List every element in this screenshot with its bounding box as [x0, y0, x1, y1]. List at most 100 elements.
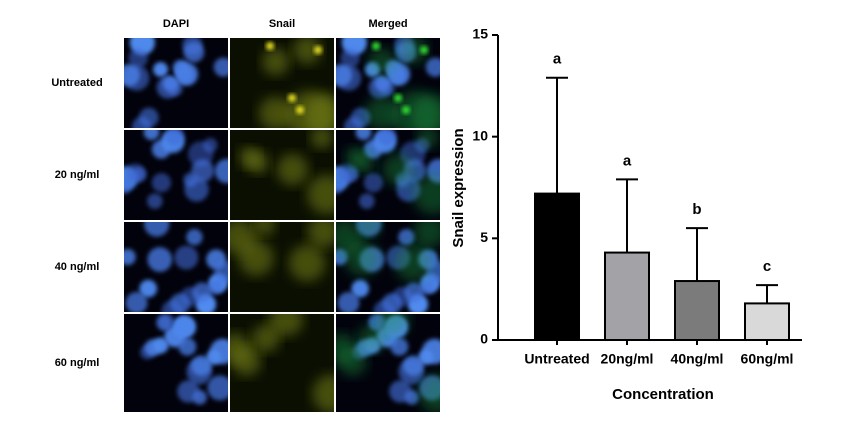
bright-spot	[420, 46, 428, 54]
nucleus	[186, 228, 203, 246]
nucleus	[351, 279, 370, 298]
image-content	[336, 130, 440, 215]
nucleus	[125, 163, 145, 183]
signal	[238, 240, 274, 276]
bright-spot	[288, 94, 296, 102]
nucleus	[124, 248, 136, 266]
nucleus	[139, 279, 158, 298]
nucleus	[147, 247, 173, 272]
bright-spot	[394, 94, 402, 102]
signal	[269, 314, 304, 337]
signal	[394, 244, 432, 282]
bright-spot	[372, 42, 380, 50]
signal	[413, 222, 440, 248]
nucleus	[389, 380, 412, 403]
micrograph	[124, 314, 228, 412]
nucleus	[358, 193, 375, 209]
bright-spot	[402, 106, 410, 114]
nucleus	[191, 159, 215, 183]
nucleus	[363, 173, 384, 193]
signal	[375, 314, 410, 337]
nucleus	[191, 355, 212, 376]
nucleus	[355, 130, 372, 141]
nucleus	[425, 57, 440, 77]
nucleus	[418, 349, 434, 365]
signal	[382, 153, 415, 186]
bar	[604, 251, 650, 341]
signal	[305, 94, 334, 128]
micrograph	[124, 130, 228, 220]
signal	[288, 244, 326, 282]
signal	[252, 324, 280, 352]
row-label: 40 ng/ml	[55, 261, 100, 273]
image-content	[230, 314, 334, 412]
nucleus	[336, 178, 344, 194]
image-content	[258, 38, 334, 128]
nucleus	[146, 193, 163, 209]
nucleus	[124, 64, 141, 87]
signal	[231, 346, 261, 376]
micrograph	[230, 314, 334, 412]
nucleus	[165, 130, 184, 145]
nucleus	[213, 57, 228, 77]
nucleus	[337, 291, 360, 312]
micrograph	[230, 130, 334, 220]
nucleus	[125, 291, 148, 312]
micrograph	[336, 130, 440, 220]
y-axis-title: Snail expression	[450, 128, 467, 247]
nucleus	[152, 337, 169, 354]
x-tick-label: 60ng/ml	[741, 351, 794, 367]
nucleus	[175, 62, 199, 86]
signal	[411, 94, 440, 128]
significance-letter: c	[763, 258, 771, 275]
signal	[276, 153, 309, 186]
micrograph	[336, 38, 440, 128]
signal	[293, 38, 322, 64]
signal	[307, 222, 334, 248]
signal	[358, 324, 386, 352]
nucleus	[156, 76, 179, 99]
row-label: 60 ng/ml	[55, 357, 100, 369]
nucleus	[184, 177, 209, 202]
image-content	[336, 222, 440, 312]
nucleus	[178, 337, 197, 356]
y-tick-label: 0	[480, 331, 488, 347]
signal	[262, 48, 290, 76]
signal	[253, 222, 276, 236]
bright-spot	[266, 42, 274, 50]
nucleus	[161, 300, 184, 312]
image-content	[124, 38, 228, 128]
y-tick-label: 15	[472, 26, 488, 42]
nucleus	[214, 261, 228, 283]
nucleus	[390, 337, 409, 356]
nucleus	[174, 245, 199, 270]
nucleus	[203, 137, 218, 153]
nucleus	[206, 349, 222, 365]
signal	[344, 146, 366, 168]
nucleus	[214, 158, 228, 184]
nucleus	[143, 130, 160, 141]
signal	[413, 174, 440, 215]
nucleus	[143, 222, 170, 237]
signal	[238, 146, 260, 168]
nucleus	[404, 282, 425, 303]
x-tick-label: 20ng/ml	[601, 351, 654, 367]
nucleus	[337, 163, 357, 183]
image-content	[238, 130, 334, 215]
column-header: Merged	[368, 18, 407, 30]
signal	[399, 38, 428, 64]
micrograph	[124, 222, 228, 312]
micrograph	[230, 38, 334, 128]
nucleus	[377, 130, 396, 145]
signal	[307, 174, 334, 215]
nucleus	[368, 76, 391, 99]
nucleus	[403, 355, 424, 376]
nucleus	[153, 62, 169, 77]
bar	[674, 280, 720, 341]
signal	[310, 130, 333, 149]
signal	[312, 374, 334, 412]
nucleus	[207, 375, 228, 401]
nucleus	[177, 380, 200, 403]
micrograph	[336, 314, 440, 412]
nucleus	[192, 282, 213, 303]
